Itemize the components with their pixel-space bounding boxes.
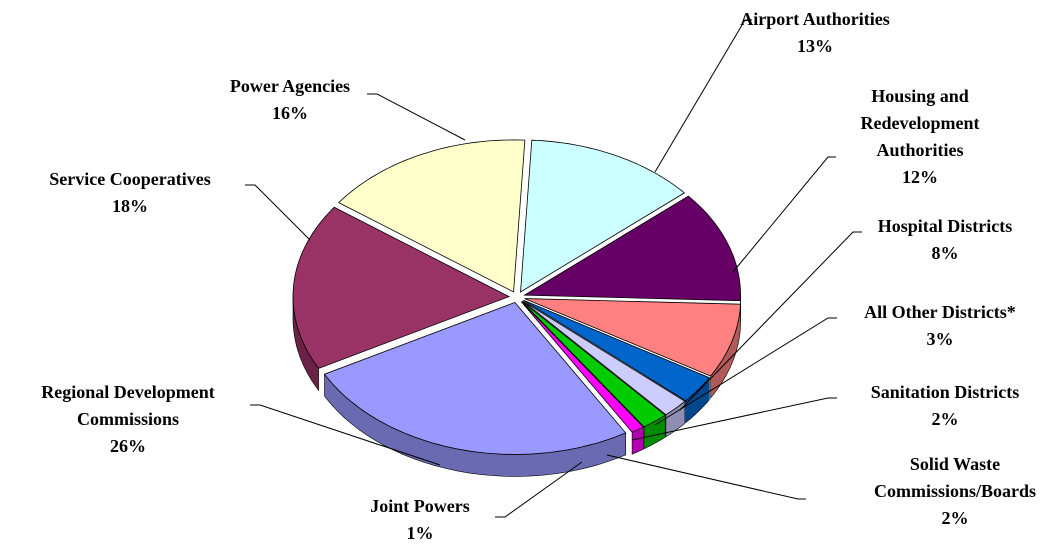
slice bbox=[292, 206, 511, 369]
slice-side-shade bbox=[324, 374, 626, 477]
value-label: 2% bbox=[942, 508, 969, 528]
leader-line bbox=[367, 93, 466, 141]
slice-label: Hospital Districts bbox=[878, 216, 1013, 236]
slice bbox=[523, 299, 710, 402]
slice-side-shade bbox=[665, 401, 685, 437]
pie-sides bbox=[292, 295, 741, 477]
leader-line bbox=[654, 19, 752, 173]
leader-line bbox=[245, 184, 311, 241]
leader-line bbox=[679, 231, 862, 411]
slice-label: All Other Districts* bbox=[864, 302, 1016, 322]
pie-tops bbox=[292, 139, 741, 455]
slice-side-shade bbox=[644, 415, 666, 449]
slice-label: Sanitation Districts bbox=[871, 382, 1020, 402]
slice bbox=[521, 301, 645, 433]
slice bbox=[521, 301, 666, 428]
slice-side-shade bbox=[293, 296, 319, 391]
leader-line bbox=[250, 404, 441, 466]
leader-line bbox=[732, 156, 836, 273]
value-label: 1% bbox=[407, 523, 434, 543]
slice-label: Service Cooperatives bbox=[49, 169, 210, 189]
slice bbox=[522, 300, 686, 416]
slice-side-shade bbox=[685, 377, 710, 423]
value-label: 18% bbox=[112, 196, 148, 216]
value-label: 13% bbox=[797, 36, 833, 56]
leader-line bbox=[654, 317, 837, 426]
value-label: 3% bbox=[927, 329, 954, 349]
slice bbox=[524, 298, 741, 377]
slice-label: Power Agencies bbox=[230, 76, 350, 96]
leader-line bbox=[631, 397, 837, 441]
slice-label: Joint Powers bbox=[370, 496, 469, 516]
value-label: 26% bbox=[110, 436, 146, 456]
slice bbox=[520, 139, 686, 293]
value-label: 12% bbox=[902, 167, 938, 187]
value-label: 8% bbox=[932, 243, 959, 263]
slice-side-shade bbox=[710, 304, 741, 398]
slice-side-shade bbox=[632, 427, 644, 455]
slice bbox=[523, 195, 741, 302]
value-label: 16% bbox=[272, 103, 308, 123]
slice-label: Airport Authorities bbox=[740, 9, 889, 29]
slice bbox=[338, 139, 526, 293]
slice-label: Regional Development Commissions bbox=[41, 382, 214, 429]
leader-line bbox=[606, 454, 806, 500]
slice bbox=[323, 301, 627, 455]
slice-label: Solid Waste Commissions/Boards bbox=[874, 454, 1036, 501]
leader-line bbox=[495, 461, 583, 518]
value-label: 2% bbox=[932, 409, 959, 429]
slice-label: Housing and Redevelopment Authorities bbox=[861, 86, 980, 160]
